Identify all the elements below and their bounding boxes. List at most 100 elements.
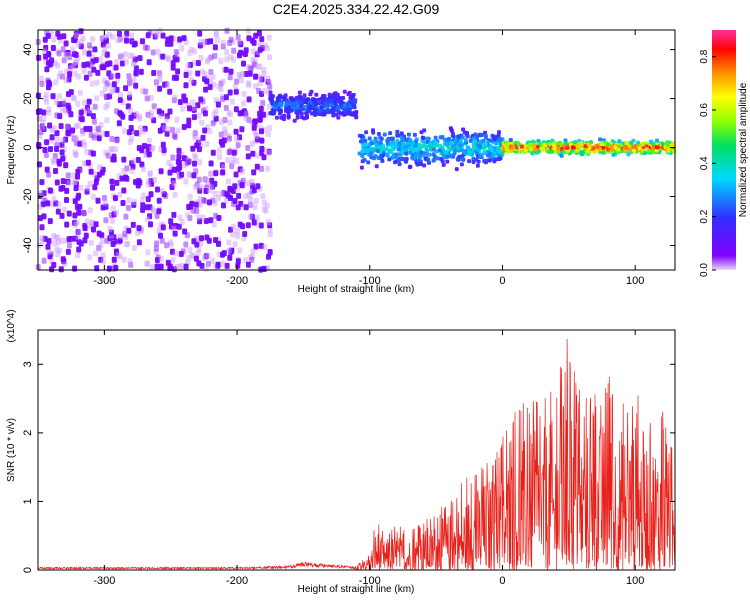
colorbar-tick-label: 0.0 (699, 263, 710, 277)
spectrogram-cell (647, 148, 652, 153)
spectrogram-cell (241, 100, 247, 107)
spectrogram-cell (62, 261, 68, 267)
spectrogram-cell (277, 108, 282, 113)
spectrogram-y-tick-label: 0 (22, 144, 34, 150)
spectrogram-cell (49, 134, 55, 141)
spectrogram-x-tick-label: -100 (359, 275, 381, 287)
spectrogram-cell (129, 32, 135, 39)
spectrogram-cell (76, 228, 82, 235)
spectrogram-cell (242, 51, 248, 57)
spectrogram-cell (157, 76, 163, 83)
spectrogram-cell (445, 137, 450, 142)
spectrogram-cell (255, 63, 261, 70)
spectrogram-cell (163, 192, 169, 199)
spectrogram-cell (297, 90, 302, 95)
spectrogram-cell (43, 53, 49, 60)
spectrogram-cell (96, 126, 102, 132)
spectrogram-cell (417, 143, 422, 148)
spectrogram-cell (347, 90, 352, 95)
spectrogram-cell (195, 70, 201, 77)
spectrogram-cell (67, 63, 73, 70)
spectrogram-cell (375, 148, 380, 153)
spectrogram-cell (73, 51, 79, 58)
spectrogram-cell (99, 90, 105, 97)
spectrogram-cell (212, 200, 218, 207)
spectrogram-cell (218, 131, 224, 138)
spectrogram-cell (212, 44, 218, 51)
spectrogram-cell (131, 76, 137, 83)
spectrogram-cell (210, 149, 216, 156)
spectrogram-cell (61, 33, 67, 40)
spectrogram-cell (243, 193, 249, 200)
spectrogram-cell (150, 208, 156, 215)
spectrogram-cell (241, 91, 247, 97)
spectrogram-cell (150, 49, 156, 56)
spectrogram-cell (245, 261, 251, 268)
spectrogram-cell (65, 248, 71, 255)
spectrogram-x-tick-label: -300 (93, 275, 115, 287)
spectrogram-cell (51, 157, 57, 164)
spectrogram-cell (206, 237, 212, 244)
spectrogram-cell (264, 45, 270, 52)
spectrogram-cell (359, 165, 364, 170)
spectrogram-cell (420, 135, 425, 140)
spectrogram-cell (109, 217, 115, 224)
spectrogram-cell (154, 79, 159, 86)
spectrogram-cell (70, 63, 76, 70)
spectrogram-cell (164, 82, 170, 89)
spectrogram-cell (111, 211, 117, 218)
spectrogram-cell (314, 92, 319, 97)
spectrogram-cell (262, 42, 268, 49)
spectrogram-cell (176, 147, 182, 154)
spectrogram-cell (100, 204, 106, 211)
spectrogram-cell (379, 147, 384, 152)
spectrogram-cell (190, 99, 196, 106)
spectrogram-cell (147, 170, 153, 177)
spectrogram-cell (353, 99, 357, 104)
spectrogram-cell (342, 103, 347, 108)
spectrogram-cell (222, 117, 228, 123)
spectrogram-cell (625, 141, 630, 146)
spectrogram-cell (228, 36, 234, 43)
spectrogram-cell (47, 61, 53, 68)
spectrogram-cell (427, 152, 432, 157)
spectrogram-cell (191, 172, 197, 179)
spectrogram-cell (42, 235, 48, 242)
spectrogram-cell (191, 114, 197, 121)
snr-series-line (37, 338, 676, 572)
spectrogram-cell (87, 70, 93, 77)
spectrogram-cell (245, 153, 251, 160)
spectrogram-cell (239, 126, 245, 133)
spectrogram-cell (216, 215, 222, 221)
spectrogram-x-ticks: -300 -200 -100 0 100 (93, 30, 644, 287)
colorbar-gradient (712, 30, 736, 270)
spectrogram-cell (98, 121, 104, 128)
spectrogram-cell (75, 229, 81, 235)
spectrogram-cell (37, 108, 43, 115)
spectrogram-cell (476, 147, 481, 152)
spectrogram-cell (476, 159, 481, 164)
spectrogram-cell (94, 125, 100, 132)
spectrogram-cell (113, 146, 119, 153)
spectrogram-cell (55, 234, 61, 241)
spectrogram-cell (496, 133, 501, 138)
spectrogram-cell (192, 130, 198, 137)
spectrogram-cell (488, 154, 493, 159)
spectrogram-cell (60, 137, 66, 144)
spectrogram-cell (194, 241, 200, 248)
spectrogram-cell (467, 151, 472, 156)
spectrogram-cell (570, 145, 575, 150)
spectrogram-cell (449, 154, 454, 159)
snr-multiplier-label: (x10^4) (6, 309, 17, 342)
spectrogram-cell (508, 138, 513, 142)
spectrogram-cell (230, 156, 236, 163)
spectrogram-cell (148, 94, 154, 101)
colorbar-ticks: 0.0 0.2 0.4 0.6 0.8 (699, 49, 716, 277)
spectrogram-cell (478, 133, 483, 138)
spectrogram-cell (140, 87, 146, 94)
spectrogram-x-tick-label: 100 (626, 275, 644, 287)
spectrogram-cell (147, 213, 153, 220)
spectrogram-cell (81, 49, 87, 56)
spectrogram-cell (131, 201, 137, 208)
spectrogram-cell (382, 132, 387, 137)
